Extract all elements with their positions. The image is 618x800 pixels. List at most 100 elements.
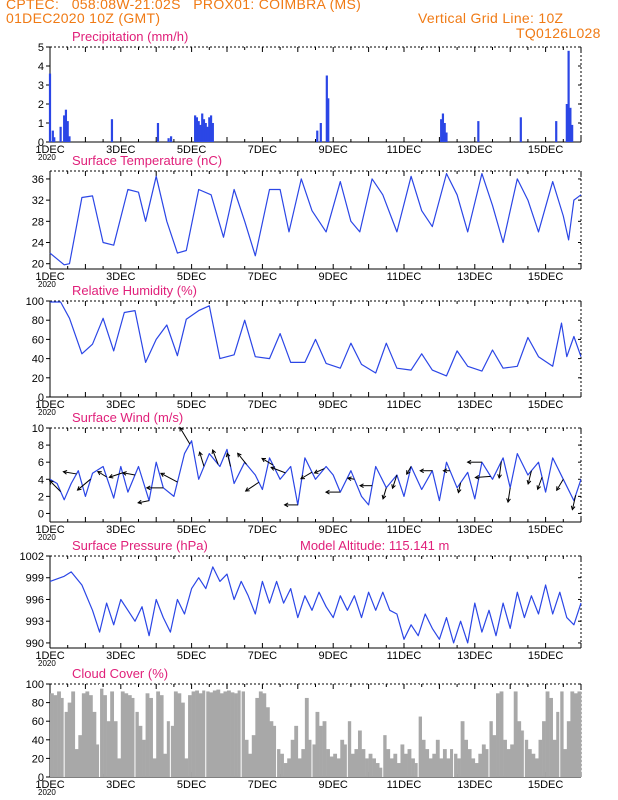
wind-arrow-head bbox=[536, 485, 541, 491]
cloud-bar bbox=[311, 744, 316, 777]
y-tick-label: 80 bbox=[32, 315, 44, 327]
cloud-bar bbox=[503, 739, 507, 777]
x-tick-label: 1DEC bbox=[35, 650, 64, 662]
precip-bar bbox=[440, 119, 443, 142]
precip-bar bbox=[167, 138, 170, 142]
wind-arrow-head bbox=[96, 470, 102, 476]
cloud-bar bbox=[287, 758, 292, 777]
precip-bar bbox=[169, 136, 173, 142]
cloud-bar bbox=[216, 689, 221, 777]
wind-arrow-shaft bbox=[122, 472, 136, 476]
x-tick-label: 15DEC bbox=[528, 650, 564, 662]
wind-arrow-head bbox=[211, 449, 217, 455]
precip-bar bbox=[443, 123, 446, 142]
precip-bar bbox=[208, 117, 211, 142]
wind-arrow-shaft bbox=[97, 471, 107, 478]
cloud-bar bbox=[361, 749, 366, 777]
cloud-bar bbox=[545, 691, 550, 777]
header-line1: CPTEC: 058:08W-21:02S PROX01: COIMBRA (M… bbox=[6, 0, 362, 12]
temp-panel bbox=[46, 170, 582, 270]
cloud-bar bbox=[421, 739, 426, 777]
wind-arrow-shaft bbox=[237, 453, 247, 465]
wind-line bbox=[49, 440, 582, 506]
cloud-bar bbox=[191, 691, 196, 777]
wind-arrow-shaft bbox=[138, 500, 150, 504]
cloud-bar bbox=[145, 693, 150, 777]
precip-bar bbox=[68, 136, 71, 142]
cloud-bar bbox=[262, 693, 267, 777]
precip-bar bbox=[48, 73, 52, 142]
precip-bar bbox=[206, 126, 209, 142]
wind-arrow-head bbox=[261, 457, 267, 463]
temp-line bbox=[49, 173, 582, 266]
x-tick-label: 1DEC bbox=[35, 271, 64, 283]
cloud-bar bbox=[103, 695, 107, 777]
x-tick-label: 5DEC bbox=[177, 399, 206, 411]
precip-bar bbox=[66, 121, 69, 142]
y-tick-label: 0 bbox=[38, 508, 44, 520]
wind-arrow-shaft bbox=[245, 481, 260, 492]
cloud-bar bbox=[517, 721, 522, 777]
x-tick-label: 7DEC bbox=[248, 144, 277, 156]
wind-arrow-head bbox=[381, 494, 387, 500]
cloud-bar bbox=[110, 691, 115, 777]
cloud-bar bbox=[432, 753, 437, 777]
cloud-bar bbox=[134, 711, 139, 777]
y-tick-label: 80 bbox=[32, 698, 44, 710]
cloud-bar bbox=[407, 749, 412, 777]
cloud-bar bbox=[258, 691, 263, 777]
y-tick-label: 100 bbox=[26, 296, 44, 308]
precip-bar bbox=[59, 126, 62, 142]
cloud-bar bbox=[156, 691, 161, 777]
x-tick-label: 7DEC bbox=[248, 524, 277, 536]
cloud-bar bbox=[404, 753, 408, 777]
cloud-bar bbox=[184, 758, 189, 777]
cloud-bar bbox=[223, 691, 228, 777]
wind-arrow-head bbox=[225, 452, 231, 458]
cloud-bar bbox=[556, 711, 561, 777]
wind-arrow-head bbox=[300, 475, 305, 480]
wind-arrow-shaft bbox=[49, 480, 61, 493]
cloud-bar bbox=[166, 721, 171, 777]
cloud-bar bbox=[198, 693, 203, 777]
x-tick-label: 3DEC bbox=[106, 650, 135, 662]
precip-bar bbox=[569, 107, 572, 142]
cloud-bar bbox=[308, 739, 313, 777]
cloud-bar bbox=[138, 725, 143, 777]
wind-arrow-head bbox=[506, 498, 511, 504]
cloud-bar bbox=[365, 758, 369, 777]
x-sub-label: 2020 bbox=[38, 153, 56, 162]
x-tick-label: 5DEC bbox=[177, 650, 206, 662]
cloud-bar bbox=[478, 753, 483, 777]
cloud-bar bbox=[120, 691, 125, 777]
cloud-bar bbox=[354, 749, 359, 777]
x-tick-label: 3DEC bbox=[106, 779, 135, 791]
wind-arrow-shaft bbox=[527, 470, 532, 485]
wind-arrow-shaft bbox=[300, 471, 313, 480]
x-sub-label: 2020 bbox=[38, 280, 56, 289]
wind-arrow-shaft bbox=[226, 453, 232, 467]
cloud-bar bbox=[273, 725, 277, 777]
wind-arrow-head bbox=[456, 488, 462, 494]
cloud-bar bbox=[414, 763, 419, 777]
y-tick-label: 8 bbox=[38, 440, 44, 452]
cloud-bar bbox=[188, 695, 192, 777]
cloud-bar bbox=[241, 691, 245, 777]
wind-arrow-head bbox=[244, 487, 250, 492]
precip-bar bbox=[53, 137, 56, 142]
y-tick-label: 24 bbox=[32, 238, 44, 250]
wind-arrow-head bbox=[556, 486, 561, 492]
precip-bar bbox=[445, 132, 448, 142]
y-tick-label: 4 bbox=[38, 474, 44, 486]
cloud-bar bbox=[492, 735, 497, 777]
cloud-bar bbox=[227, 690, 231, 777]
header-run-id: TQ0126L028 bbox=[516, 25, 601, 41]
cloud-bar bbox=[375, 763, 380, 777]
cloud-bar bbox=[343, 744, 348, 777]
x-tick-label: 5DEC bbox=[177, 144, 206, 156]
wind-arrow-head bbox=[198, 451, 203, 457]
cloud-bar bbox=[496, 693, 500, 777]
press-title: Surface Pressure (hPa) bbox=[72, 538, 208, 553]
wind-arrow-shaft bbox=[77, 478, 92, 491]
rh-line bbox=[50, 301, 582, 377]
